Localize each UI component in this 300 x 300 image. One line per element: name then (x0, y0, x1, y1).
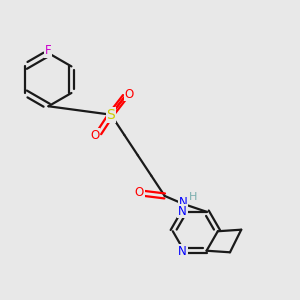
Text: F: F (45, 44, 52, 57)
Text: O: O (124, 88, 134, 100)
Text: N: N (178, 196, 187, 209)
Text: N: N (178, 245, 187, 258)
Text: O: O (135, 186, 144, 199)
Text: O: O (90, 129, 100, 142)
Text: H: H (189, 192, 197, 202)
Text: N: N (178, 205, 187, 218)
Text: S: S (106, 108, 115, 122)
